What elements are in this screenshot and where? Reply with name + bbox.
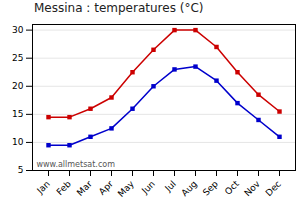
svg-text:Oct: Oct — [223, 178, 241, 196]
svg-text:10: 10 — [12, 137, 24, 147]
svg-text:Nov: Nov — [242, 178, 262, 198]
svg-text:Jun: Jun — [139, 179, 157, 197]
svg-text:Feb: Feb — [55, 179, 74, 198]
svg-text:Jan: Jan — [34, 179, 52, 197]
svg-text:15: 15 — [12, 109, 23, 119]
svg-text:Dec: Dec — [264, 179, 283, 198]
svg-text:Aug: Aug — [179, 179, 199, 199]
svg-text:Sep: Sep — [201, 179, 220, 198]
svg-text:www.allmetsat.com: www.allmetsat.com — [37, 160, 116, 169]
svg-text:Mar: Mar — [75, 178, 94, 197]
svg-text:25: 25 — [12, 53, 23, 63]
svg-text:May: May — [116, 178, 137, 199]
html-text:Messina : temperatures (°C): Messina : temperatures (°C) — [34, 1, 204, 15]
svg-text:Jul: Jul — [162, 179, 177, 194]
svg-text:5: 5 — [18, 165, 24, 175]
svg-text:Apr: Apr — [97, 179, 115, 197]
svg-text:30: 30 — [12, 25, 24, 35]
svg-text:20: 20 — [12, 81, 24, 91]
